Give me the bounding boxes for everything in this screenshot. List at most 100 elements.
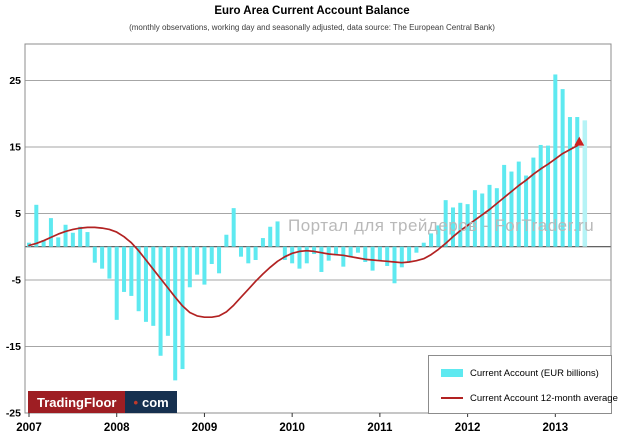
x-tick-label: 2007 xyxy=(16,422,42,434)
bar xyxy=(122,246,127,292)
legend-box: Current Account (EUR billions) Current A… xyxy=(428,355,618,414)
y-tick-label: 5 xyxy=(15,208,21,220)
bar xyxy=(450,207,455,247)
bar xyxy=(260,238,265,247)
bar xyxy=(253,246,258,260)
bar xyxy=(143,246,148,322)
bar xyxy=(180,246,185,370)
bar xyxy=(443,200,448,247)
y-tick-label: 15 xyxy=(9,141,21,153)
logo-com-text: com xyxy=(142,394,169,410)
logo-tradingfloor-text: TradingFloor xyxy=(37,394,117,410)
bar xyxy=(136,246,141,312)
bar xyxy=(158,246,163,356)
legend-bar-swatch xyxy=(441,369,463,377)
average-line xyxy=(28,144,579,319)
bar xyxy=(63,224,68,247)
bar xyxy=(407,246,412,262)
x-tick-label: 2010 xyxy=(279,422,305,434)
watermark-text: Портал для трейдеров - ForTrader.ru xyxy=(288,216,595,235)
bar xyxy=(436,225,441,247)
bar xyxy=(480,193,485,247)
bar xyxy=(385,246,390,266)
bar xyxy=(312,246,317,255)
bar xyxy=(502,164,507,247)
bar xyxy=(509,171,514,247)
bar xyxy=(202,246,207,285)
bar xyxy=(458,202,463,247)
bar xyxy=(421,242,426,247)
bar xyxy=(355,246,360,253)
bar xyxy=(334,246,339,256)
bar xyxy=(129,246,134,296)
bar xyxy=(553,74,558,247)
bar xyxy=(195,246,200,275)
bar xyxy=(487,184,492,247)
bar xyxy=(165,246,170,336)
x-tick-label: 2009 xyxy=(192,422,218,434)
y-tick-label: -5 xyxy=(12,274,21,286)
bar xyxy=(494,188,499,247)
bar xyxy=(341,246,346,267)
x-tick-label: 2011 xyxy=(367,422,393,434)
bar xyxy=(290,246,295,264)
logo-dot-icon: • xyxy=(133,394,139,410)
bar xyxy=(531,157,536,247)
legend-row-bars: Current Account (EUR billions) xyxy=(441,367,599,379)
plot-border xyxy=(24,43,612,414)
bar xyxy=(304,246,309,264)
bar xyxy=(560,89,565,247)
end-triangle-marker xyxy=(574,136,585,146)
bar xyxy=(516,161,521,247)
legend-row-line: Current Account 12-month average xyxy=(441,392,618,404)
bar xyxy=(268,226,273,247)
bar xyxy=(56,237,61,247)
bar xyxy=(429,233,434,247)
logo-com-segment: • com xyxy=(125,391,177,413)
bar xyxy=(114,246,119,320)
bar xyxy=(538,144,543,247)
legend-line-swatch xyxy=(441,397,463,399)
bar xyxy=(377,246,382,261)
bar xyxy=(224,234,229,247)
y-tick-label: -25 xyxy=(6,407,21,419)
logo-tradingfloor-segment: TradingFloor xyxy=(28,391,126,413)
x-tick-label: 2013 xyxy=(543,422,569,434)
bar xyxy=(70,232,75,247)
bar xyxy=(151,246,156,326)
bar xyxy=(209,246,214,264)
bar xyxy=(392,246,397,284)
bar xyxy=(399,246,404,268)
chart-subtitle: (monthly observations, working day and s… xyxy=(129,23,495,32)
bar xyxy=(92,246,97,263)
x-tick-label: 2012 xyxy=(455,422,481,434)
bar xyxy=(370,246,375,271)
chart-title: Euro Area Current Account Balance xyxy=(214,5,410,17)
bar xyxy=(41,240,46,247)
bar xyxy=(34,204,39,247)
bar xyxy=(363,246,368,262)
bar xyxy=(472,190,477,247)
y-tick-label: 25 xyxy=(9,75,21,87)
bar-latest xyxy=(582,120,588,247)
bar xyxy=(567,117,572,247)
bar xyxy=(100,246,105,269)
bar xyxy=(231,208,236,247)
bar xyxy=(575,117,580,247)
bar xyxy=(78,226,83,247)
bar xyxy=(275,221,280,247)
bar xyxy=(319,246,324,272)
bar xyxy=(282,246,287,260)
x-tick-label: 2008 xyxy=(104,422,130,434)
legend-line-label: Current Account 12-month average xyxy=(470,392,618,404)
y-tick-label: -15 xyxy=(6,341,21,353)
bar xyxy=(187,246,192,288)
bar xyxy=(524,175,529,247)
bar xyxy=(217,246,222,274)
bar xyxy=(348,246,353,258)
tradingfloor-logo: TradingFloor • com xyxy=(28,391,177,413)
bar xyxy=(414,246,419,253)
bar xyxy=(107,246,112,279)
